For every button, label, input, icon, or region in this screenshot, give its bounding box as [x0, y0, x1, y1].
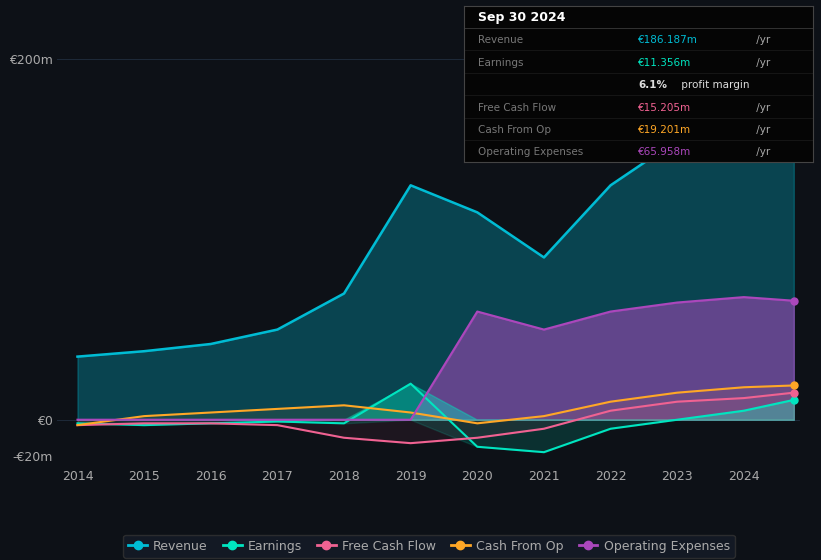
Text: Earnings: Earnings [478, 58, 523, 68]
Text: Revenue: Revenue [478, 35, 523, 45]
Text: /yr: /yr [754, 147, 771, 157]
Text: €65.958m: €65.958m [639, 147, 691, 157]
Text: 6.1%: 6.1% [639, 80, 667, 90]
Text: €11.356m: €11.356m [639, 58, 691, 68]
Text: /yr: /yr [754, 125, 771, 135]
Text: €19.201m: €19.201m [639, 125, 691, 135]
Text: Sep 30 2024: Sep 30 2024 [478, 11, 566, 25]
Text: €186.187m: €186.187m [639, 35, 698, 45]
Text: profit margin: profit margin [678, 80, 750, 90]
Text: /yr: /yr [754, 35, 771, 45]
Text: /yr: /yr [754, 58, 771, 68]
Text: /yr: /yr [754, 102, 771, 113]
Text: Cash From Op: Cash From Op [478, 125, 551, 135]
Text: €15.205m: €15.205m [639, 102, 691, 113]
Text: Free Cash Flow: Free Cash Flow [478, 102, 556, 113]
Legend: Revenue, Earnings, Free Cash Flow, Cash From Op, Operating Expenses: Revenue, Earnings, Free Cash Flow, Cash … [123, 535, 735, 558]
Text: Operating Expenses: Operating Expenses [478, 147, 583, 157]
